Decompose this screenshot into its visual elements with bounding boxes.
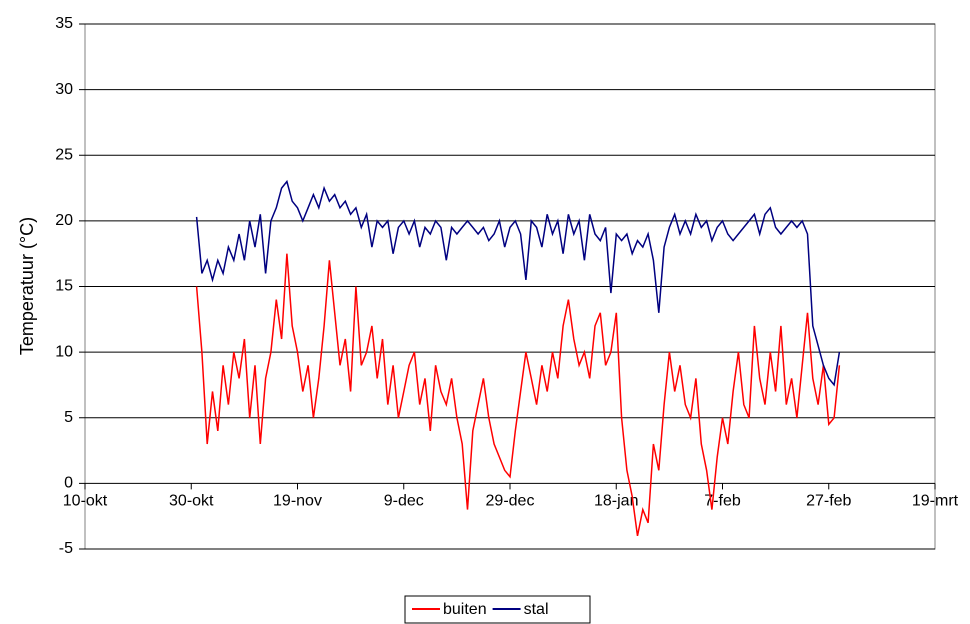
series-line: [195, 179, 841, 387]
x-tick-label: 30-okt: [169, 493, 214, 510]
y-tick-label: 20: [55, 212, 73, 229]
x-tick-label: 29-dec: [486, 493, 535, 510]
x-tick-label: 19-nov: [273, 493, 322, 510]
legend-label: buiten: [443, 601, 487, 618]
x-tick-label: 10-okt: [63, 493, 108, 510]
x-tick-label: 9-dec: [384, 493, 424, 510]
y-tick-label: 5: [64, 409, 73, 426]
y-tick-label: 15: [55, 278, 73, 295]
series-line: [195, 253, 841, 537]
y-tick-label: 10: [55, 343, 73, 360]
y-tick-label: 30: [55, 81, 73, 98]
x-tick-label: 27-feb: [806, 493, 851, 510]
y-tick-label: -5: [59, 540, 73, 557]
legend-label: stal: [524, 601, 549, 618]
y-tick-label: 25: [55, 146, 73, 163]
y-axis-label: Temperatuur (°C): [17, 217, 37, 355]
x-tick-label: 18-jan: [594, 493, 638, 510]
y-tick-label: 35: [55, 15, 73, 32]
x-tick-label: 19-mrt: [912, 493, 959, 510]
y-tick-label: 0: [64, 475, 73, 492]
